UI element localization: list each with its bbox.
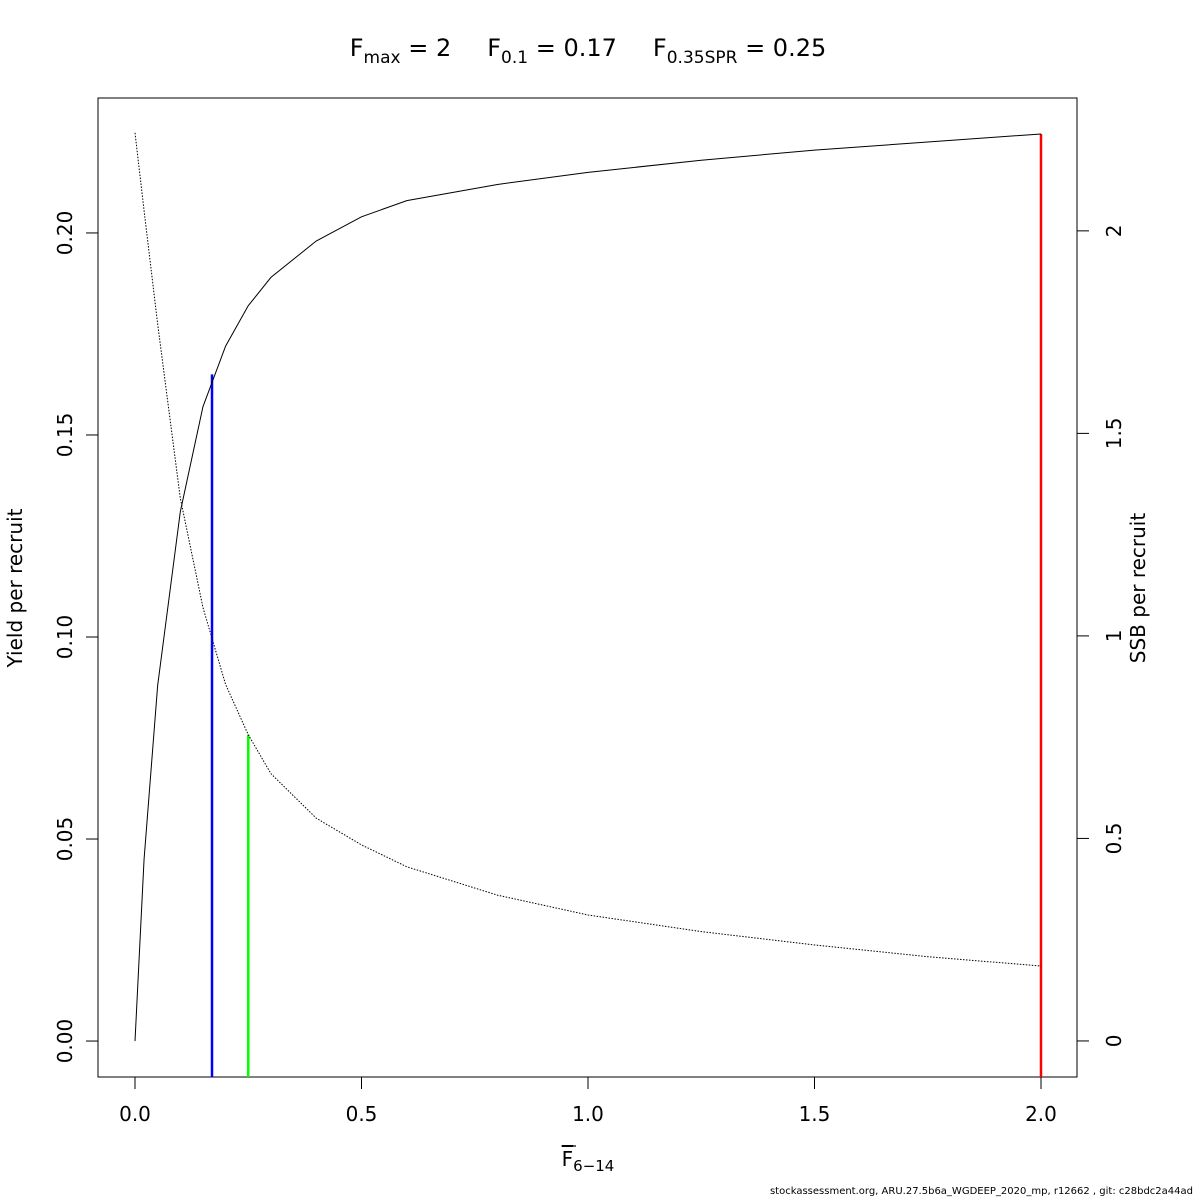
series-line [134, 133, 1042, 1042]
y-tick-label: 0.15 [53, 413, 77, 458]
x-tick-label: 2.0 [1025, 1102, 1057, 1126]
title-subscript: 0.35SPR [667, 48, 738, 68]
y2-tick-label: 1.5 [1102, 417, 1126, 449]
plot-frame [97, 97, 1078, 1078]
title-symbol: F [653, 34, 667, 62]
title-value: = 0.17 [528, 34, 617, 62]
y2-axis-label: SSB per recruit [1126, 513, 1150, 664]
title-subscript: max [364, 48, 401, 68]
footer-note: stockassessment.org, ARU.27.5b6a_WGDEEP_… [770, 1186, 1193, 1197]
y2-tick-label: 0.5 [1102, 823, 1126, 855]
title-value: = 0.25 [737, 34, 826, 62]
y-tick-label: 0.20 [53, 211, 77, 256]
y2-tick-label: 0 [1102, 1035, 1126, 1048]
x-tick-label: 1.5 [799, 1102, 831, 1126]
y-tick-label: 0.10 [53, 615, 77, 660]
y2-tick-label: 2 [1102, 224, 1126, 237]
x-tick-label: 0.0 [119, 1102, 151, 1126]
chart-title: Fmax = 2 F0.1 = 0.17 F0.35SPR = 0.25 [350, 34, 827, 68]
x-label-symbol: F [562, 1147, 574, 1171]
series-line [134, 132, 1042, 967]
x-tick-label: 1.0 [572, 1102, 604, 1126]
x-axis-label: F6−14 [562, 1147, 615, 1175]
x-label-subscript: 6−14 [573, 1157, 614, 1175]
title-symbol: F [487, 34, 501, 62]
y-tick-label: 0.05 [53, 817, 77, 862]
title-subscript: 0.1 [501, 48, 528, 68]
title-symbol: F [350, 34, 364, 62]
title-value: = 2 [401, 34, 452, 62]
y-axis-label: Yield per recruit [3, 508, 27, 668]
y-tick-label: 0.00 [53, 1019, 77, 1064]
y2-tick-label: 1 [1102, 630, 1126, 643]
x-tick-label: 0.5 [346, 1102, 378, 1126]
